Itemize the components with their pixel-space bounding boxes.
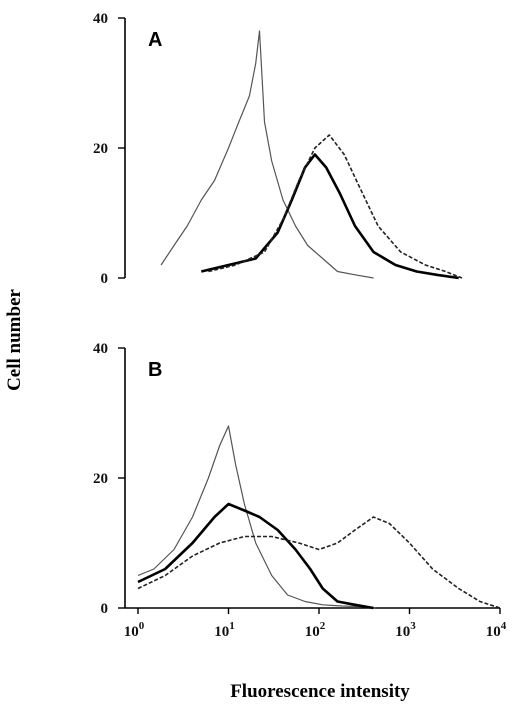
x-tick-label-3: 103	[395, 620, 416, 640]
x-tick-label-2: 102	[305, 620, 326, 640]
panel-a-series-group	[160, 30, 463, 280]
panel-a-series-3-line	[208, 134, 463, 279]
panel-a-series-2-line	[200, 153, 459, 280]
panel-b-y-tick-label-0: 0	[101, 601, 109, 617]
panel-a-y-tick-label-20: 20	[93, 141, 108, 157]
x-tick-label-0: 100	[124, 620, 145, 640]
x-tick-label-1: 101	[214, 620, 235, 640]
y-axis-title: Cell number	[4, 289, 25, 391]
panel-a-y-tick-label-0: 0	[101, 271, 109, 287]
panel-b: B 40 20 0 100 101 102 103 104	[93, 341, 507, 640]
x-tick-group: 100 101 102 103 104	[124, 608, 507, 640]
panel-b-series-3-line	[137, 516, 501, 609]
panel-b-series-group	[137, 425, 501, 610]
panel-b-series-2-line	[137, 502, 374, 610]
panel-a-series-1-line	[160, 30, 374, 279]
panel-a-y-tick-label-40: 40	[93, 11, 108, 27]
panel-b-series-1-line	[137, 425, 376, 609]
panel-b-y-tick-label-20: 20	[93, 471, 108, 487]
x-tick-label-4: 104	[486, 620, 507, 640]
panel-a-label: A	[148, 29, 162, 51]
panel-b-y-tick-label-40: 40	[93, 341, 108, 357]
panel-a: A 40 20 0	[93, 11, 463, 287]
x-axis-title: Fluorescence intensity	[230, 681, 410, 702]
panel-b-label: B	[148, 359, 162, 381]
